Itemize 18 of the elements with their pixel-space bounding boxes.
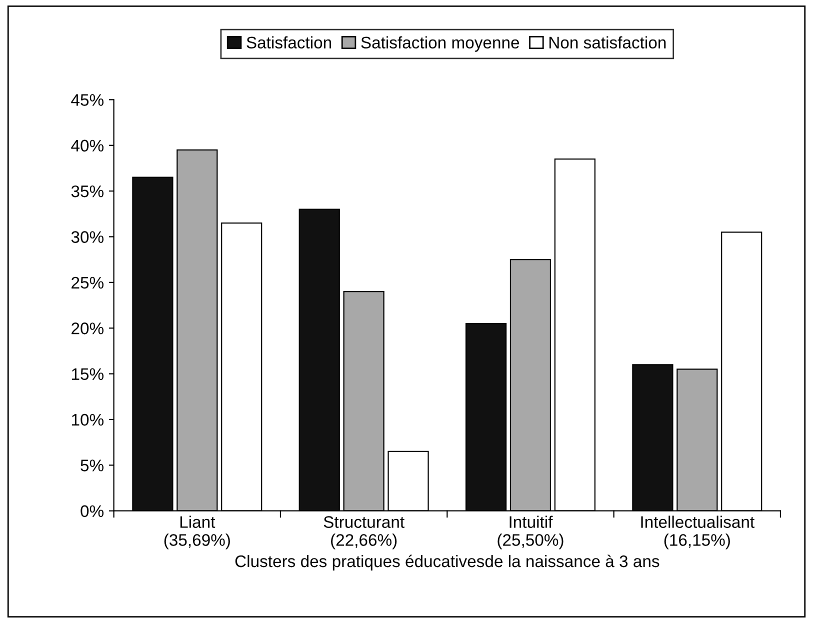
y-tick-label: 5% [80, 460, 104, 472]
x-tick-label: Liant (35,69%) [164, 516, 230, 550]
y-tick-label: 30% [71, 231, 104, 243]
legend-label: Satisfaction [246, 36, 332, 48]
legend-label: Satisfaction moyenne [361, 36, 520, 52]
y-tick-label: 0% [80, 505, 104, 518]
y-tick-label: 15% [72, 368, 104, 380]
legend-label: Non satisfaction [549, 36, 666, 48]
x-axis-title: Clusters des pratiques éducativesde la naissance à 3 ans [235, 554, 660, 570]
y-tick-label: 25% [72, 276, 104, 289]
y-tick-label: 10% [72, 414, 104, 426]
x-tick-label: Structurant (22,66%) [324, 516, 404, 550]
y-tick-label: 45% [71, 94, 104, 106]
y-tick-label: 40% [71, 140, 104, 152]
y-tick-label: 20% [72, 322, 104, 334]
y-tick-label: 35% [71, 185, 104, 198]
x-tick-label: Intellectualisant (16,15%) [641, 516, 754, 550]
x-tick-label: Intuitif (25,50%) [498, 516, 564, 550]
